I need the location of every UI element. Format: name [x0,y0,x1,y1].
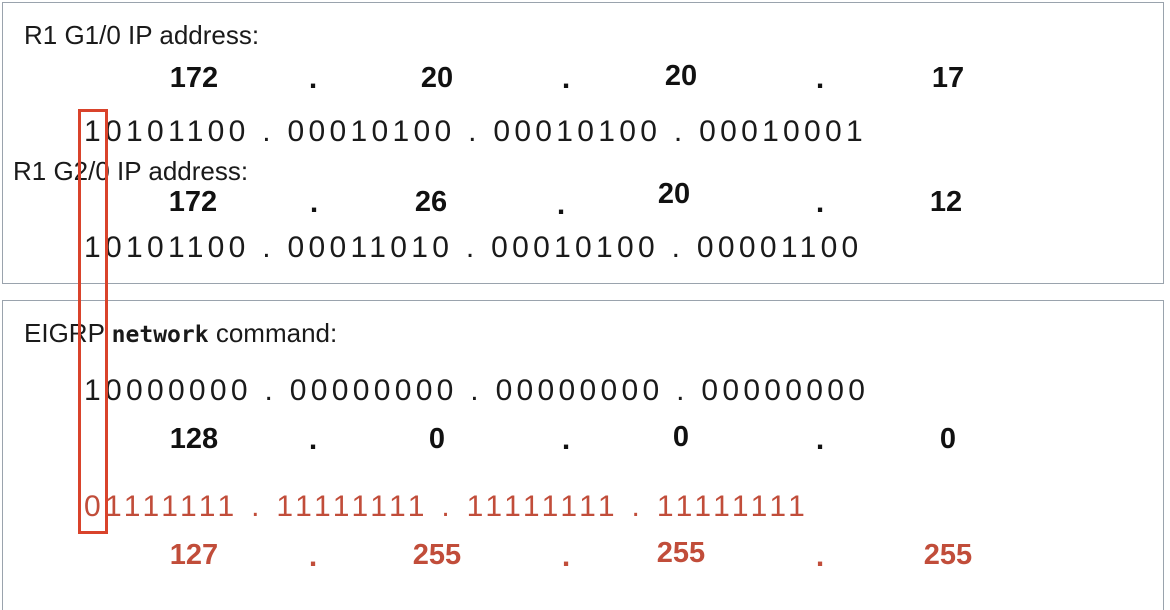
network-dot-3: . [815,423,825,456]
ip1-octet-4: 17 [931,62,965,94]
eigrp-network-panel [2,300,1164,610]
ip2-dot-3: . [815,186,825,219]
ip2-octet-1: 172 [168,186,218,218]
eigrp-label: EIGRP network command: [24,318,337,349]
ip-addresses-panel [2,2,1164,284]
ip1-dot-1: . [308,62,318,95]
ip2-binary: 10101100 . 00011010 . 00010100 . 0000110… [84,231,863,264]
wildcard-dot-3: . [815,540,825,573]
ip1-octet-3: 20 [664,60,698,92]
ip2-dot-2: . [556,188,566,221]
wildcard-octet-3: 255 [656,537,706,569]
eigrp-label-suffix: command: [208,318,338,348]
wildcard-binary: 01111111 . 11111111 . 11111111 . 1111111… [84,490,810,523]
ip2-octet-4: 12 [929,186,963,218]
ip1-octet-1: 172 [169,62,219,94]
wildcard-octet-4: 255 [923,539,973,571]
ip1-octet-2: 20 [420,62,454,94]
wildcard-octet-2: 255 [412,539,462,571]
network-binary: 10000000 . 00000000 . 00000000 . 0000000… [84,374,870,407]
network-octet-1: 128 [169,423,219,455]
ip1-dot-3: . [815,62,825,95]
network-command-keyword: network [111,322,209,348]
ip2-label: R1 G2/0 IP address: [13,156,249,186]
wildcard-dot-2: . [561,540,571,573]
ip1-binary: 10101100 . 00010100 . 00010100 . 0001000… [84,115,867,148]
network-dot-2: . [561,423,571,456]
ip2-octet-3: 20 [657,178,691,210]
network-octet-4: 0 [939,423,957,455]
wildcard-octet-1: 127 [169,539,219,571]
wildcard-dot-1: . [308,540,318,573]
ip1-label: R1 G1/0 IP address: [24,20,260,50]
ip1-dot-2: . [561,62,571,95]
network-octet-2: 0 [428,423,446,455]
first-bit-highlight-box [78,109,108,534]
network-octet-3: 0 [672,421,690,453]
eigrp-label-prefix: EIGRP [24,318,112,348]
ip2-octet-2: 26 [414,186,448,218]
network-dot-1: . [308,423,318,456]
ip2-dot-1: . [309,186,319,219]
